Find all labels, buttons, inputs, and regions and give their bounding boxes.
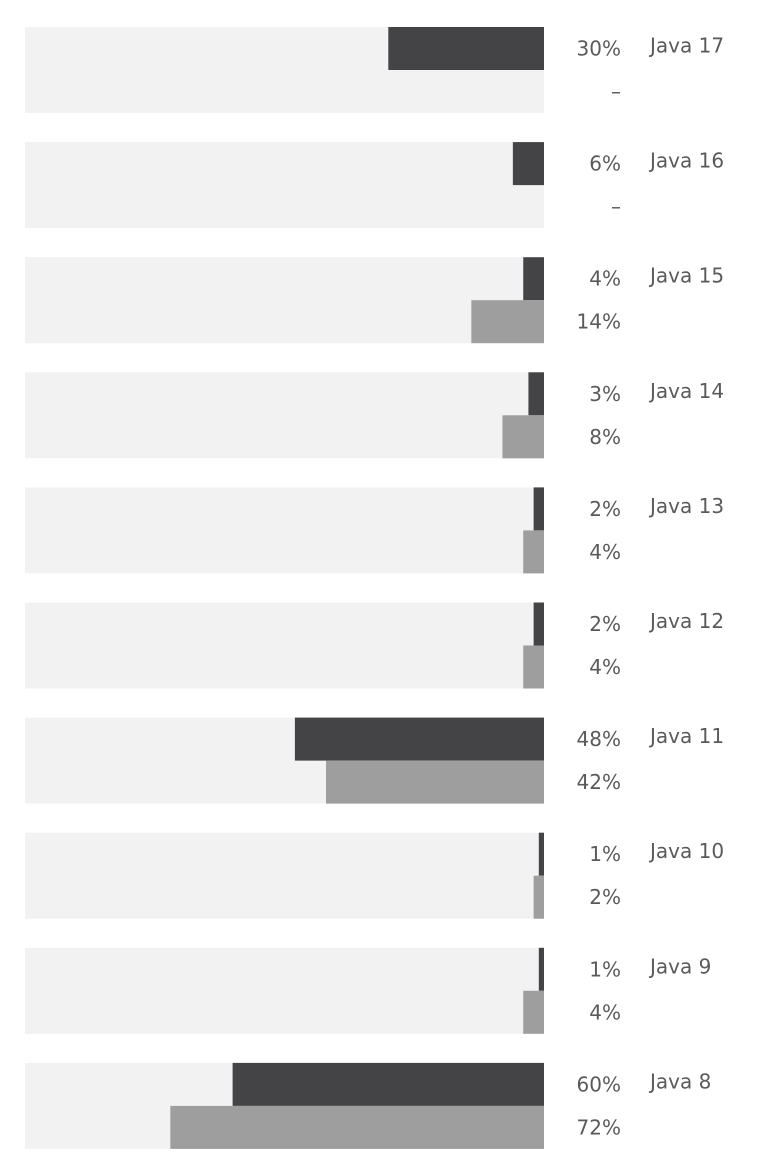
bar-s1-8 [523, 990, 544, 1034]
category-label-2: Java 15 [648, 264, 724, 288]
bar-s0-1 [512, 142, 544, 186]
bar-s0-0 [388, 27, 544, 70]
bar-track-7 [25, 832, 544, 919]
category-label-6: Java 11 [648, 724, 724, 748]
value-label-s0-0: 30% [577, 37, 621, 61]
bar-s1-6 [326, 760, 544, 804]
bar-s0-4 [533, 487, 544, 531]
value-label-s1-1: – [611, 195, 621, 219]
value-label-s0-3: 3% [589, 382, 621, 406]
category-label-5: Java 12 [648, 609, 724, 633]
value-label-s0-6: 48% [577, 727, 621, 751]
bar-s1-4 [523, 530, 544, 574]
value-label-s0-1: 6% [589, 152, 621, 176]
value-label-s0-2: 4% [589, 267, 621, 291]
bar-s0-8 [538, 947, 544, 991]
value-label-s1-9: 72% [577, 1115, 621, 1139]
bar-track-1 [25, 142, 544, 229]
bar-s0-9 [232, 1062, 544, 1106]
value-label-s1-7: 2% [589, 885, 621, 909]
value-label-s1-8: 4% [589, 1000, 621, 1024]
bar-track-5 [25, 602, 544, 689]
value-label-s1-5: 4% [589, 655, 621, 679]
bar-track-3 [25, 372, 544, 459]
bar-s1-5 [523, 645, 544, 689]
bar-track-4 [25, 487, 544, 574]
bar-track-8 [25, 947, 544, 1034]
category-label-1: Java 16 [648, 149, 724, 173]
value-label-s1-6: 42% [577, 770, 621, 794]
bar-s0-6 [294, 717, 544, 761]
value-label-s0-9: 60% [577, 1072, 621, 1096]
value-label-s0-7: 1% [589, 842, 621, 866]
value-label-s0-5: 2% [589, 612, 621, 636]
category-label-4: Java 13 [648, 494, 724, 518]
category-label-9: Java 8 [648, 1069, 711, 1093]
value-label-s1-3: 8% [589, 425, 621, 449]
value-label-s1-2: 14% [577, 310, 621, 334]
bar-s0-5 [533, 602, 544, 646]
bar-s1-3 [502, 415, 544, 459]
bar-s1-7 [533, 875, 544, 919]
bar-track-2 [25, 257, 544, 344]
category-label-7: Java 10 [648, 839, 724, 863]
value-label-s0-8: 1% [589, 957, 621, 981]
category-label-3: Java 14 [648, 379, 724, 403]
value-label-s1-0: – [611, 80, 621, 104]
category-label-8: Java 9 [648, 954, 711, 978]
value-label-s0-4: 2% [589, 497, 621, 521]
bar-s1-9 [170, 1105, 544, 1149]
category-label-0: Java 17 [648, 34, 724, 58]
bar-s0-2 [523, 257, 544, 301]
bar-s1-2 [471, 300, 544, 344]
value-label-s1-4: 4% [589, 540, 621, 564]
bar-s0-3 [528, 372, 544, 416]
bar-s0-7 [538, 832, 544, 876]
